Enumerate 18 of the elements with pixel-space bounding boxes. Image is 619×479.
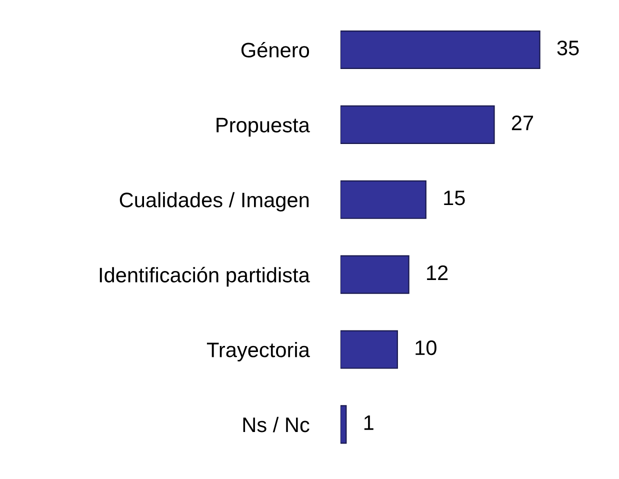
data-label: 35 (557, 40, 579, 56)
bar (340, 255, 410, 294)
bar (340, 30, 540, 70)
y-tick-label: Propuesta (216, 118, 310, 137)
y-tick-label: Trayectoria (206, 342, 310, 362)
data-label: 12 (427, 265, 448, 280)
y-tick-label: Cualidades / Imagen (120, 192, 309, 212)
bar (340, 330, 398, 369)
bar (340, 180, 426, 219)
data-label: 10 (416, 340, 436, 356)
data-label: 1 (364, 416, 374, 430)
y-tick-label: Ns / Nc (243, 416, 310, 432)
data-label: 15 (444, 190, 465, 206)
y-tick-label: Identificación partidista (100, 266, 310, 287)
bar (340, 105, 495, 144)
data-label: 27 (512, 116, 534, 130)
y-tick-label: Género (241, 42, 310, 58)
bar (340, 405, 347, 444)
